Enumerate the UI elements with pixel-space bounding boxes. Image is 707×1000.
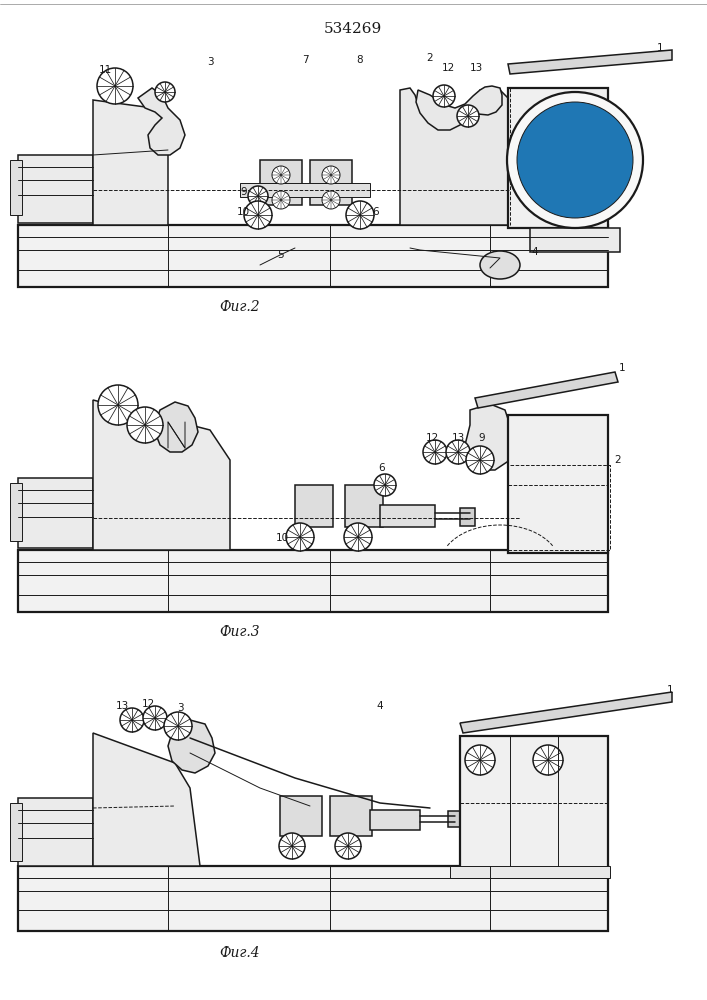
Circle shape	[507, 92, 643, 228]
Circle shape	[423, 440, 447, 464]
Bar	[280, 796, 322, 836]
Text: 9: 9	[479, 433, 485, 443]
Polygon shape	[465, 404, 510, 470]
Polygon shape	[508, 50, 672, 74]
Circle shape	[457, 105, 479, 127]
Bar	[10, 483, 22, 541]
Text: Фиг.3: Фиг.3	[220, 625, 260, 639]
Text: 6: 6	[373, 207, 380, 217]
Bar	[508, 415, 608, 553]
Text: 12: 12	[141, 699, 155, 709]
Circle shape	[155, 82, 175, 102]
Circle shape	[143, 706, 167, 730]
Polygon shape	[416, 86, 502, 130]
Circle shape	[465, 745, 495, 775]
Circle shape	[322, 191, 340, 209]
Bar	[530, 228, 620, 252]
Text: 13: 13	[115, 701, 129, 711]
Bar	[370, 810, 420, 830]
Bar	[18, 155, 93, 223]
Polygon shape	[93, 733, 200, 866]
Circle shape	[97, 68, 133, 104]
Text: 8: 8	[357, 55, 363, 65]
Bar	[345, 485, 383, 527]
Text: 12: 12	[426, 433, 438, 443]
Bar	[18, 798, 93, 866]
Circle shape	[244, 201, 272, 229]
Bar	[18, 866, 608, 931]
Bar	[508, 88, 608, 228]
Circle shape	[446, 440, 470, 464]
Circle shape	[466, 446, 494, 474]
Circle shape	[322, 166, 340, 184]
Circle shape	[272, 166, 290, 184]
Bar	[260, 160, 302, 205]
Text: 5: 5	[276, 250, 284, 260]
Circle shape	[164, 712, 192, 740]
Text: 9: 9	[240, 187, 247, 197]
Text: 1: 1	[619, 363, 625, 373]
Text: 11: 11	[98, 65, 112, 75]
Circle shape	[286, 523, 314, 551]
Text: 12: 12	[441, 63, 455, 73]
Circle shape	[344, 523, 372, 551]
Circle shape	[279, 833, 305, 859]
Circle shape	[433, 85, 455, 107]
Text: 2: 2	[614, 455, 621, 465]
Polygon shape	[400, 88, 510, 225]
Text: 4: 4	[532, 247, 538, 257]
Text: 10: 10	[276, 533, 288, 543]
Text: 534269: 534269	[324, 22, 382, 36]
Polygon shape	[93, 400, 230, 550]
Polygon shape	[168, 720, 215, 773]
Text: 1: 1	[657, 43, 663, 53]
Circle shape	[127, 407, 163, 443]
Text: Фиг.4: Фиг.4	[220, 946, 260, 960]
Circle shape	[120, 708, 144, 732]
Bar	[18, 550, 608, 612]
Text: 7: 7	[302, 55, 308, 65]
Text: 3: 3	[177, 703, 183, 713]
Text: 3: 3	[206, 57, 214, 67]
Text: 4: 4	[377, 701, 383, 711]
Polygon shape	[155, 402, 198, 452]
Polygon shape	[138, 88, 185, 155]
Bar	[460, 508, 475, 526]
Text: 10: 10	[236, 207, 250, 217]
Text: Фиг.2: Фиг.2	[220, 300, 260, 314]
Circle shape	[98, 385, 138, 425]
Circle shape	[335, 833, 361, 859]
Bar	[450, 866, 610, 878]
Bar	[295, 485, 333, 527]
Bar	[10, 803, 22, 861]
Bar	[18, 225, 608, 287]
Circle shape	[248, 186, 268, 206]
Ellipse shape	[480, 251, 520, 279]
Circle shape	[517, 102, 633, 218]
Bar	[10, 160, 22, 215]
Bar	[460, 736, 608, 869]
Polygon shape	[475, 372, 618, 408]
Text: 13: 13	[469, 63, 483, 73]
Circle shape	[346, 201, 374, 229]
Polygon shape	[460, 692, 672, 733]
Circle shape	[272, 191, 290, 209]
Bar	[330, 796, 372, 836]
Polygon shape	[93, 100, 168, 225]
Text: 2: 2	[427, 53, 433, 63]
Bar	[310, 160, 352, 205]
Text: 13: 13	[451, 433, 464, 443]
Circle shape	[533, 745, 563, 775]
Bar	[18, 478, 93, 548]
Bar	[448, 811, 462, 827]
Bar	[380, 505, 435, 527]
Text: 1: 1	[667, 685, 673, 695]
Bar	[240, 183, 370, 197]
Circle shape	[374, 474, 396, 496]
Text: 6: 6	[379, 463, 385, 473]
